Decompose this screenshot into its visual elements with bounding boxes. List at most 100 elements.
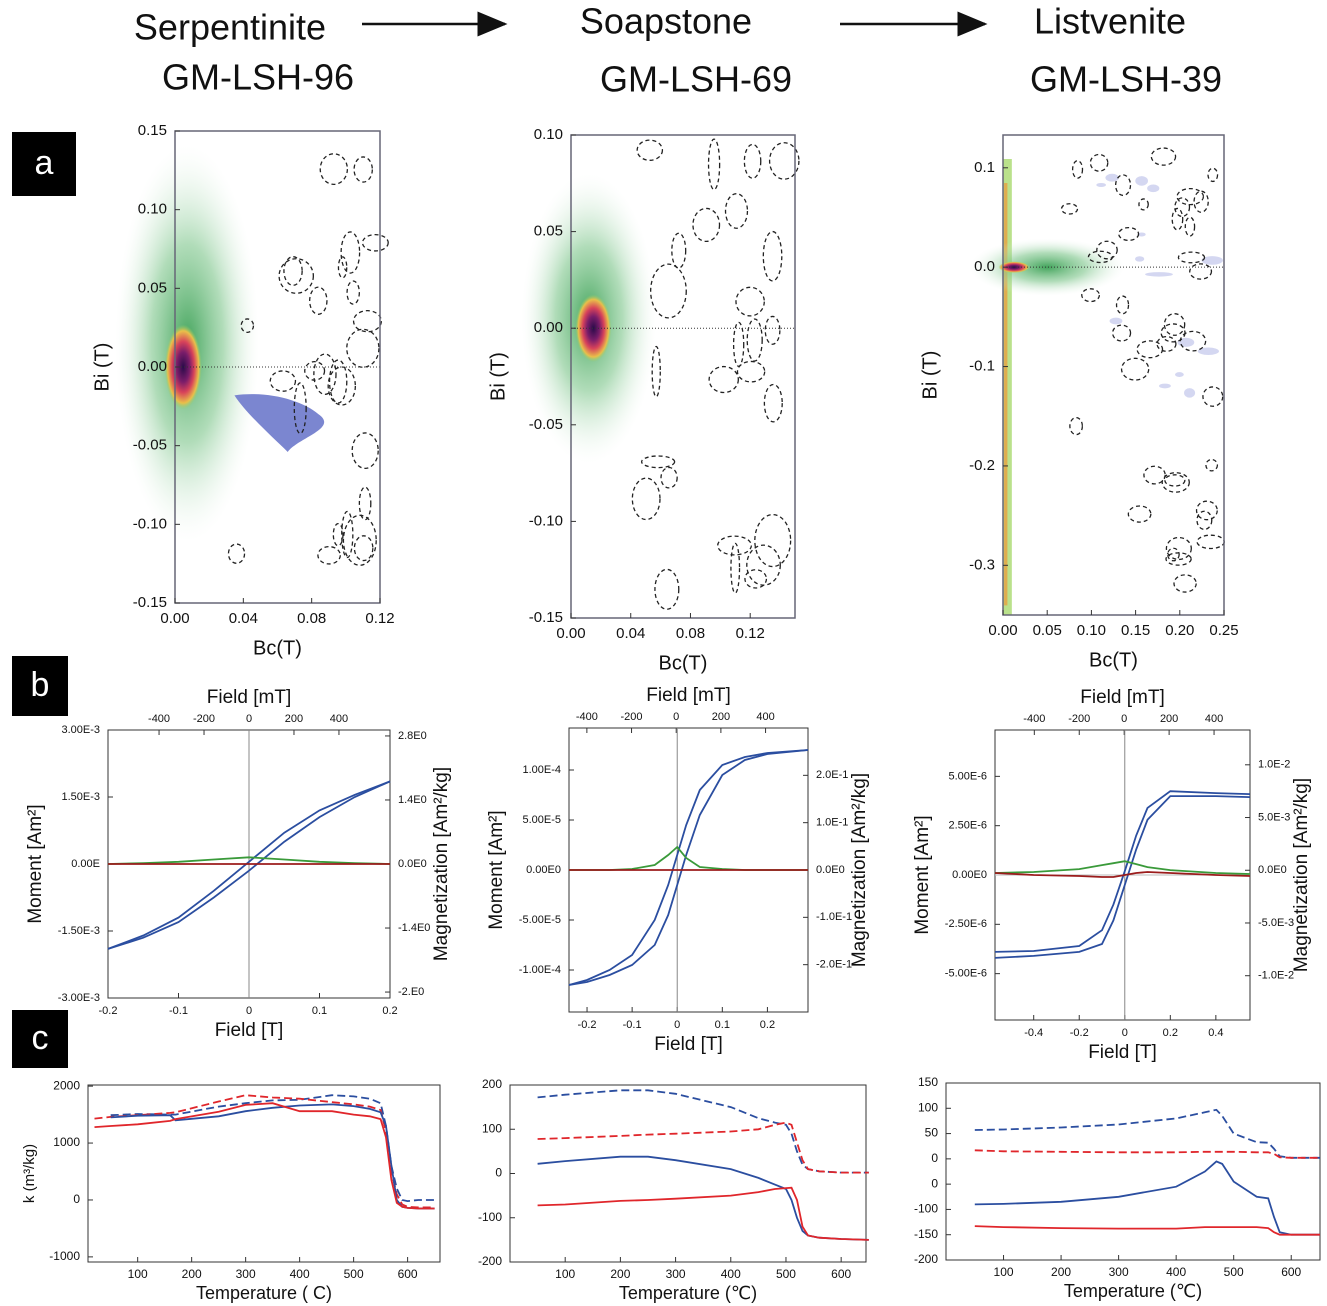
x-axis-label: Temperature (℃) <box>619 1283 757 1303</box>
tick-label: 0.0E0 <box>1258 864 1287 876</box>
series-line <box>994 790 1251 953</box>
forc-contour <box>1060 203 1079 215</box>
forc-contour <box>746 318 763 362</box>
tick-label: 0.25 <box>1209 622 1238 639</box>
tick-label: 0 <box>73 1192 80 1206</box>
tick-label: -200 <box>193 713 215 725</box>
tick-label: 400 <box>1205 713 1223 725</box>
forc-contour <box>671 232 687 269</box>
x-axis-label: Bc(T) <box>1089 649 1138 671</box>
tick-label: -1.0E-1 <box>816 911 852 923</box>
forc-contour <box>332 522 344 547</box>
tick-label: 5.00E-5 <box>522 814 561 826</box>
tick-label: 0.00 <box>988 622 1017 639</box>
forc-contour <box>1136 340 1164 359</box>
forc-contour <box>1150 147 1177 166</box>
tick-label: -0.2 <box>969 457 995 474</box>
y-axis-label: Bi (T) <box>487 352 509 401</box>
forc-contour <box>1171 207 1184 231</box>
x-axis-label: Field [T] <box>1088 1042 1157 1063</box>
forc-negative-region <box>1105 173 1119 182</box>
tick-label: 0.00 <box>534 319 563 336</box>
forc-contour <box>631 477 661 521</box>
tick-label: -1.50E-3 <box>58 925 100 937</box>
tick-label: 5.0E-3 <box>1258 811 1290 823</box>
tick-label: 200 <box>610 1267 630 1281</box>
tick-label: -400 <box>576 711 598 723</box>
tick-label: 400 <box>1166 1265 1186 1279</box>
y-axis-label: k (m³/kg) <box>21 1144 38 1203</box>
tick-label: 5.00E-6 <box>948 770 987 782</box>
series-line <box>94 1094 435 1209</box>
tick-label: 100 <box>482 1121 502 1135</box>
forc-contour <box>353 156 373 183</box>
forc-contour <box>293 382 307 435</box>
tick-label: 0.10 <box>1077 622 1106 639</box>
tick-label: -0.05 <box>529 416 563 433</box>
x-axis-label: Bc(T) <box>659 652 708 674</box>
series-line <box>568 749 809 986</box>
forc-contour <box>768 142 800 180</box>
panel-label: b <box>31 666 50 704</box>
panel-label-box <box>12 1010 68 1068</box>
forc-negative-region <box>234 394 325 452</box>
tick-label: 0.2 <box>1163 1027 1178 1039</box>
series-line <box>107 780 391 950</box>
forc-contour <box>1207 167 1219 183</box>
series-line <box>110 1103 435 1210</box>
forc-negative-region <box>1096 182 1107 188</box>
forc-contour <box>724 193 749 229</box>
tick-label: 500 <box>1224 1265 1244 1279</box>
tick-label: 0.10 <box>138 201 167 218</box>
tick-label: 100 <box>994 1265 1014 1279</box>
y-axis-label: Bi (T) <box>91 343 113 392</box>
series-line <box>537 1089 869 1174</box>
forc-contour <box>1089 153 1109 172</box>
forc-contour <box>346 328 380 368</box>
forc-contour <box>1114 174 1132 197</box>
tick-label: -0.2 <box>99 1005 118 1017</box>
forc-contour <box>707 138 721 191</box>
tick-label: -1.00E-4 <box>519 964 561 976</box>
series-line <box>537 1155 869 1241</box>
tick-label: 0 <box>495 1166 502 1180</box>
forc-contour <box>340 231 361 274</box>
tick-label: -1.4E0 <box>398 922 430 934</box>
forc-negative-region <box>1201 256 1223 265</box>
sample-name: GM-LSH-96 <box>162 57 354 98</box>
forc-density <box>164 324 202 410</box>
forc-contour <box>1179 330 1207 352</box>
tick-label: -100 <box>914 1202 938 1216</box>
tick-label: -0.10 <box>133 515 167 532</box>
tick-label: 0.1 <box>715 1019 730 1031</box>
x-axis-label: Temperature ( C) <box>196 1283 332 1303</box>
tick-label: 1.0E-2 <box>1258 759 1290 771</box>
tick-label: 50 <box>925 1126 939 1140</box>
forc-contour <box>732 321 745 367</box>
forc-negative-region <box>1145 272 1173 277</box>
tick-label: 0 <box>1121 713 1127 725</box>
tick-label: 600 <box>831 1267 851 1281</box>
forc-distribution <box>115 145 389 566</box>
tick-label: 400 <box>330 713 348 725</box>
tick-label: 2.8E0 <box>398 730 427 742</box>
forc-negative-region <box>1175 372 1184 377</box>
y2-axis-label: Magnetization [Am²/kg] <box>849 773 870 967</box>
forc-contour <box>327 366 356 406</box>
plot-frame <box>87 1084 441 1263</box>
tick-label: 0.15 <box>1121 622 1150 639</box>
forc-contour <box>735 286 765 317</box>
tick-label: 200 <box>285 713 303 725</box>
tick-label: 0 <box>931 1176 938 1190</box>
forc-contour <box>717 535 753 556</box>
tick-label: -1000 <box>49 1249 80 1263</box>
forc-contour <box>754 513 792 568</box>
forc-contour <box>337 256 348 279</box>
tick-label: -2.0E-1 <box>816 959 852 971</box>
tick-label: 400 <box>290 1267 310 1281</box>
forc-contour <box>1189 263 1213 280</box>
tick-label: 0.1 <box>974 159 995 176</box>
forc-contour <box>1176 187 1205 206</box>
forc-contour <box>346 280 360 305</box>
tick-label: 3.00E-3 <box>61 724 100 736</box>
